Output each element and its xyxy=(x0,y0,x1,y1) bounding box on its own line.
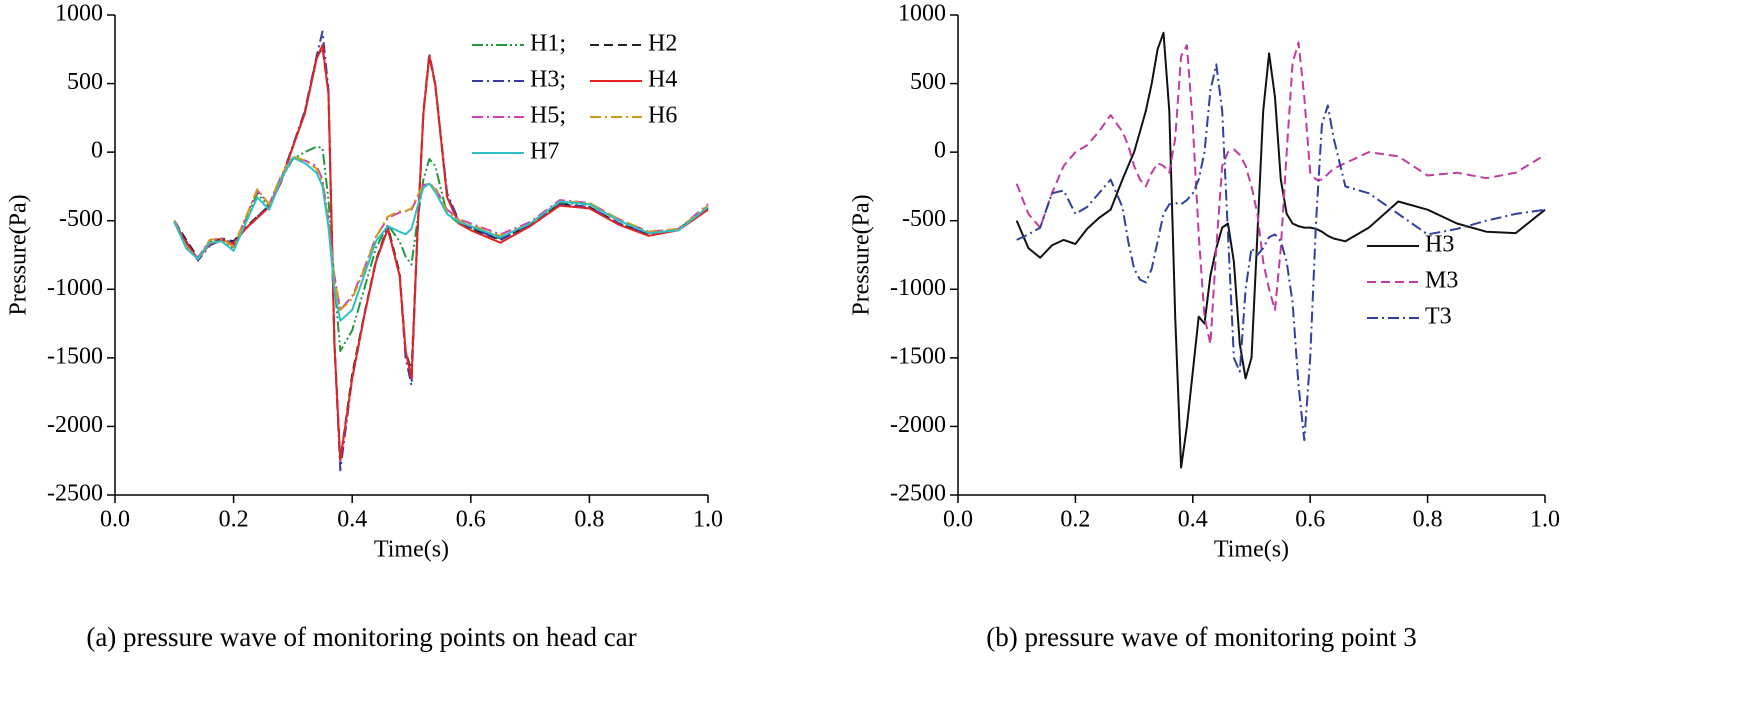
plot: -2500 -2000 -1500 -1000 -500 0 500 1000 0.0 0.2 0.… xyxy=(6,1,724,653)
x-tick-label: 1.0 xyxy=(1530,507,1560,533)
x-tick-label: 0.0 xyxy=(100,507,130,533)
series-line xyxy=(1015,31,1546,469)
y-tick-label: -2500 xyxy=(890,481,946,507)
legend-label: H2 xyxy=(648,31,677,57)
series-line xyxy=(173,156,709,311)
x-tick-label: 0.6 xyxy=(1295,507,1325,533)
y-axis-label: Pressure(Pa) xyxy=(6,194,32,315)
caption: (a) pressure wave of monitoring points o… xyxy=(86,622,636,652)
series-line xyxy=(173,44,709,462)
y-tick-label: -500 xyxy=(59,206,103,232)
legend-label: H5; xyxy=(530,103,566,129)
x-tick-label: 0.8 xyxy=(1413,507,1443,533)
y-axis-label: Pressure(Pa) xyxy=(849,194,875,315)
caption: (b) pressure wave of monitoring point 3 xyxy=(986,622,1416,652)
legend-label: M3 xyxy=(1425,268,1458,294)
series-line xyxy=(173,155,709,311)
y-tick-label: -2000 xyxy=(47,412,103,438)
x-tick-label: 1.0 xyxy=(693,507,723,533)
x-tick-label: 0.4 xyxy=(1178,507,1208,533)
y-tick-label: -1500 xyxy=(890,343,946,369)
y-tick-label: 1000 xyxy=(898,1,946,27)
legend-label: H6 xyxy=(648,103,677,129)
x-tick-label: 0.4 xyxy=(337,507,367,533)
x-axis-label: Time(s) xyxy=(374,537,449,563)
y-tick-label: 0 xyxy=(91,138,103,164)
y-tick-label: -2500 xyxy=(47,481,103,507)
series-line xyxy=(173,145,709,352)
x-tick-label: 0.8 xyxy=(574,507,604,533)
plot: -2500 -2000 -1500 -1000 -500 0 500 1000 0.0 0.2 0.… xyxy=(849,1,1561,653)
x-tick-label: 0.0 xyxy=(943,507,973,533)
y-tick-label: 1000 xyxy=(55,1,103,27)
series-line xyxy=(1016,63,1546,442)
series-line xyxy=(1015,41,1546,346)
y-tick-label: -2000 xyxy=(890,412,946,438)
x-tick-label: 0.2 xyxy=(219,507,249,533)
series-line xyxy=(173,46,709,462)
x-axis-label: Time(s) xyxy=(1214,537,1289,563)
y-tick-label: 500 xyxy=(67,69,103,95)
legend-label: H1; xyxy=(530,31,566,57)
series-line xyxy=(173,30,709,472)
legend-label: T3 xyxy=(1425,304,1452,330)
y-tick-label: -1000 xyxy=(890,275,946,301)
series-line xyxy=(173,156,709,322)
legend-label: H7 xyxy=(530,139,559,165)
y-tick-label: -1500 xyxy=(47,343,103,369)
y-tick-label: 0 xyxy=(934,138,946,164)
legend-label: H4 xyxy=(648,67,677,93)
y-tick-label: -1000 xyxy=(47,275,103,301)
y-tick-label: -500 xyxy=(902,206,946,232)
legend-label: H3; xyxy=(530,67,566,93)
legend-label: H3 xyxy=(1425,232,1454,258)
y-tick-label: 500 xyxy=(910,69,946,95)
x-tick-label: 0.2 xyxy=(1060,507,1090,533)
x-tick-label: 0.6 xyxy=(456,507,486,533)
